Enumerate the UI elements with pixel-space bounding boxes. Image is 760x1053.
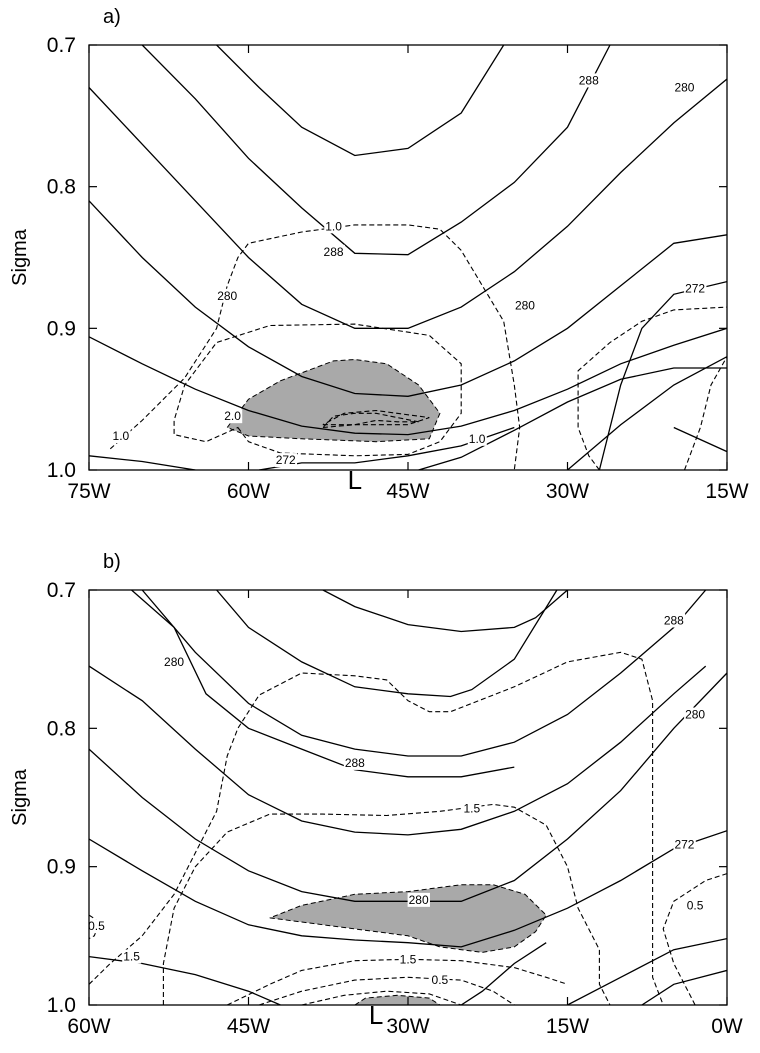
y-tick-label: 0.9: [47, 317, 76, 340]
solid-contour-4: [89, 665, 707, 836]
contour-label: 280: [674, 81, 694, 95]
dashed-contour-6: [662, 873, 727, 1005]
y-tick-label: 0.7: [47, 34, 76, 57]
solid-contour-6: [216, 45, 505, 157]
contour-label: 280: [685, 708, 705, 722]
contour-label: 0.5: [88, 919, 105, 933]
solid-contour-3: [89, 200, 727, 397]
chart-b-svg: 1.5 1.5 1.5 0.5 0.5 0.5 272 280 280 288 288 280 60W 4…: [9, 551, 743, 1038]
contour-label: 1.5: [463, 802, 480, 816]
solid-contour-3: [89, 672, 727, 902]
dashed-contour-5: [301, 990, 462, 1005]
y-tick-label: 1.0: [47, 459, 76, 482]
x-tick-label: 60W: [67, 1015, 110, 1038]
x-tick-label: 60W: [227, 480, 270, 503]
contour-label: 272: [674, 838, 694, 852]
chart-panel-b: 1.5 1.5 1.5 0.5 0.5 0.5 272 280 280 288 288 280 60W 4…: [0, 520, 760, 1053]
contour-label: 1.5: [400, 952, 417, 966]
contour-label: 1.5: [123, 950, 140, 964]
contour-label: 0.5: [687, 898, 704, 912]
dashed-contour-4: [322, 409, 430, 426]
dashed-contour-6: [683, 356, 727, 470]
contour-label: 280: [164, 655, 184, 669]
contour-label: 288: [664, 613, 684, 627]
solid-contour-2: [89, 327, 727, 436]
y-tick-label: 0.8: [47, 176, 76, 199]
low-pressure-marker: L: [348, 465, 362, 495]
dashed-contour-2: [89, 651, 664, 1005]
x-tick-label: 45W: [227, 1015, 270, 1038]
x-tick-label: 30W: [386, 1015, 429, 1038]
solid-contour-7: [216, 590, 558, 698]
x-tick-label: 15W: [705, 480, 748, 503]
solid-contour-8: [322, 590, 568, 633]
contour-label: 1.0: [325, 219, 342, 233]
x-tick-label: 15W: [546, 1015, 589, 1038]
solid-contour-7: [567, 356, 727, 470]
panel-label: b): [103, 551, 121, 573]
shaded-region-1: [226, 358, 441, 443]
solid-contour-10: [673, 426, 727, 453]
solid-contour-5: [141, 590, 707, 757]
dashed-contour-3: [321, 412, 419, 429]
contour-label: 280: [217, 289, 237, 303]
y-axis-label: Sigma: [9, 228, 31, 286]
x-tick-label: 75W: [67, 480, 110, 503]
solid-contour-6: [131, 590, 515, 778]
panel-label: a): [103, 6, 121, 28]
plot-area: 2.0 1.0 1.0 1.0 280 280 280 288 288 272 272: [89, 45, 727, 470]
solid-contour-10: [641, 969, 727, 1005]
dashed-contour-4: [258, 976, 515, 1005]
y-tick-label: 1.0: [47, 994, 76, 1017]
solid-contour-1: [89, 955, 281, 1005]
dashed-contour-1: [173, 323, 462, 457]
contour-label: 2.0: [224, 409, 241, 423]
chart-a-svg: 2.0 1.0 1.0 1.0 280 280 280 288 288 272 272 75W 60W 4…: [9, 6, 749, 503]
contour-label: 280: [409, 893, 429, 907]
y-tick-label: 0.7: [47, 579, 76, 602]
shaded-region-1: [269, 884, 547, 953]
contour-label: 0.5: [432, 973, 449, 987]
contour-label: 1.0: [469, 432, 486, 446]
solid-contour-8: [598, 280, 727, 470]
contour-label: 280: [515, 299, 535, 313]
x-tick-label: 45W: [386, 480, 429, 503]
shaded-region-2: [353, 994, 441, 1005]
dashed-contour-3: [226, 958, 568, 1005]
contour-label: 272: [276, 453, 296, 467]
y-tick-label: 0.9: [47, 856, 76, 879]
solid-contour-11: [460, 942, 547, 1005]
y-tick-label: 0.8: [47, 717, 76, 740]
contour-label: 288: [579, 73, 599, 87]
dashed-contour-2: [109, 224, 521, 470]
solid-contour-4: [89, 78, 727, 329]
y-axis-label: Sigma: [9, 768, 31, 826]
contour-label: 288: [345, 756, 365, 770]
dashed-contour-1: [162, 803, 611, 1005]
plot-area: 1.5 1.5 1.5 0.5 0.5 0.5 272 280 280 288 288 280: [88, 590, 727, 1005]
chart-panel-a: 2.0 1.0 1.0 1.0 280 280 280 288 288 272 272 75W 60W 4…: [0, 0, 760, 520]
solid-contour-1: [89, 455, 196, 470]
solid-contour-2: [89, 830, 727, 948]
low-pressure-marker: L: [369, 1000, 383, 1030]
x-tick-label: 0W: [711, 1015, 743, 1038]
solid-contour-9: [418, 367, 727, 470]
x-tick-label: 30W: [546, 480, 589, 503]
contour-label: 1.0: [113, 429, 130, 443]
contour-label: 288: [324, 245, 344, 259]
contour-label: 272: [685, 282, 705, 296]
solid-contour-9: [567, 937, 727, 1005]
solid-contour-5: [141, 45, 611, 256]
